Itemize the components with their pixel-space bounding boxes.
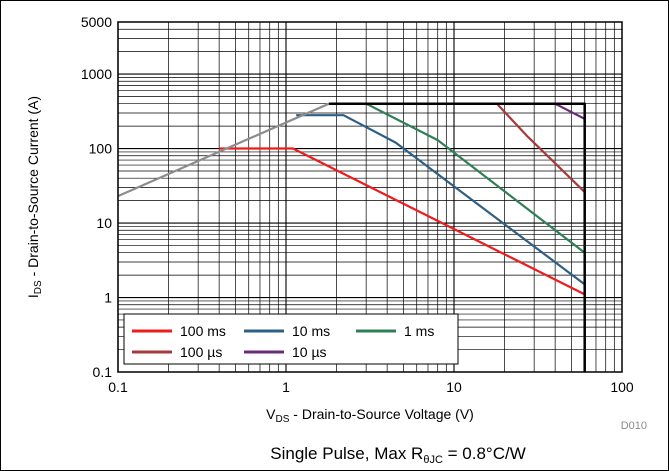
plot-border bbox=[117, 21, 623, 373]
x-tick-label: 0.1 bbox=[108, 379, 128, 395]
y-tick-labels: 0.1 1 10 100 1000 5000 bbox=[81, 14, 112, 380]
x-tick-labels: 0.1 1 10 100 bbox=[108, 379, 634, 395]
legend-label: 1 ms bbox=[404, 323, 434, 339]
chart-caption: Single Pulse, Max RθJC = 0.8°C/W bbox=[270, 444, 526, 466]
legend-label: 100 ms bbox=[180, 323, 226, 339]
x-axis-label: VDS - Drain-to-Source Voltage (V) bbox=[266, 406, 474, 425]
series-group bbox=[117, 102, 586, 372]
legend-label: 10 µs bbox=[292, 344, 327, 360]
figure-id: D010 bbox=[621, 420, 647, 432]
y-axis-label: IDS - Drain-to-Source Current (A) bbox=[25, 96, 44, 298]
series-line-100-ms bbox=[219, 147, 586, 296]
series-line-10-ms bbox=[296, 114, 586, 286]
rds-limit-line bbox=[117, 102, 330, 198]
y-tick-label: 100 bbox=[89, 141, 113, 157]
y-tick-label: 1000 bbox=[81, 66, 112, 82]
x-tick-label: 100 bbox=[610, 379, 634, 395]
legend: 100 ms 10 ms 1 ms 100 µs 10 µs bbox=[123, 313, 459, 365]
y-tick-label: 0.1 bbox=[93, 364, 113, 380]
legend-box bbox=[123, 313, 459, 365]
soa-limit-line bbox=[328, 102, 586, 372]
x-tick-label: 10 bbox=[446, 379, 462, 395]
legend-label: 100 µs bbox=[180, 344, 222, 360]
x-tick-label: 1 bbox=[282, 379, 290, 395]
y-tick-label: 1 bbox=[104, 290, 112, 306]
y-tick-label: 5000 bbox=[81, 14, 112, 30]
legend-label: 10 ms bbox=[292, 323, 330, 339]
y-tick-label: 10 bbox=[96, 215, 112, 231]
